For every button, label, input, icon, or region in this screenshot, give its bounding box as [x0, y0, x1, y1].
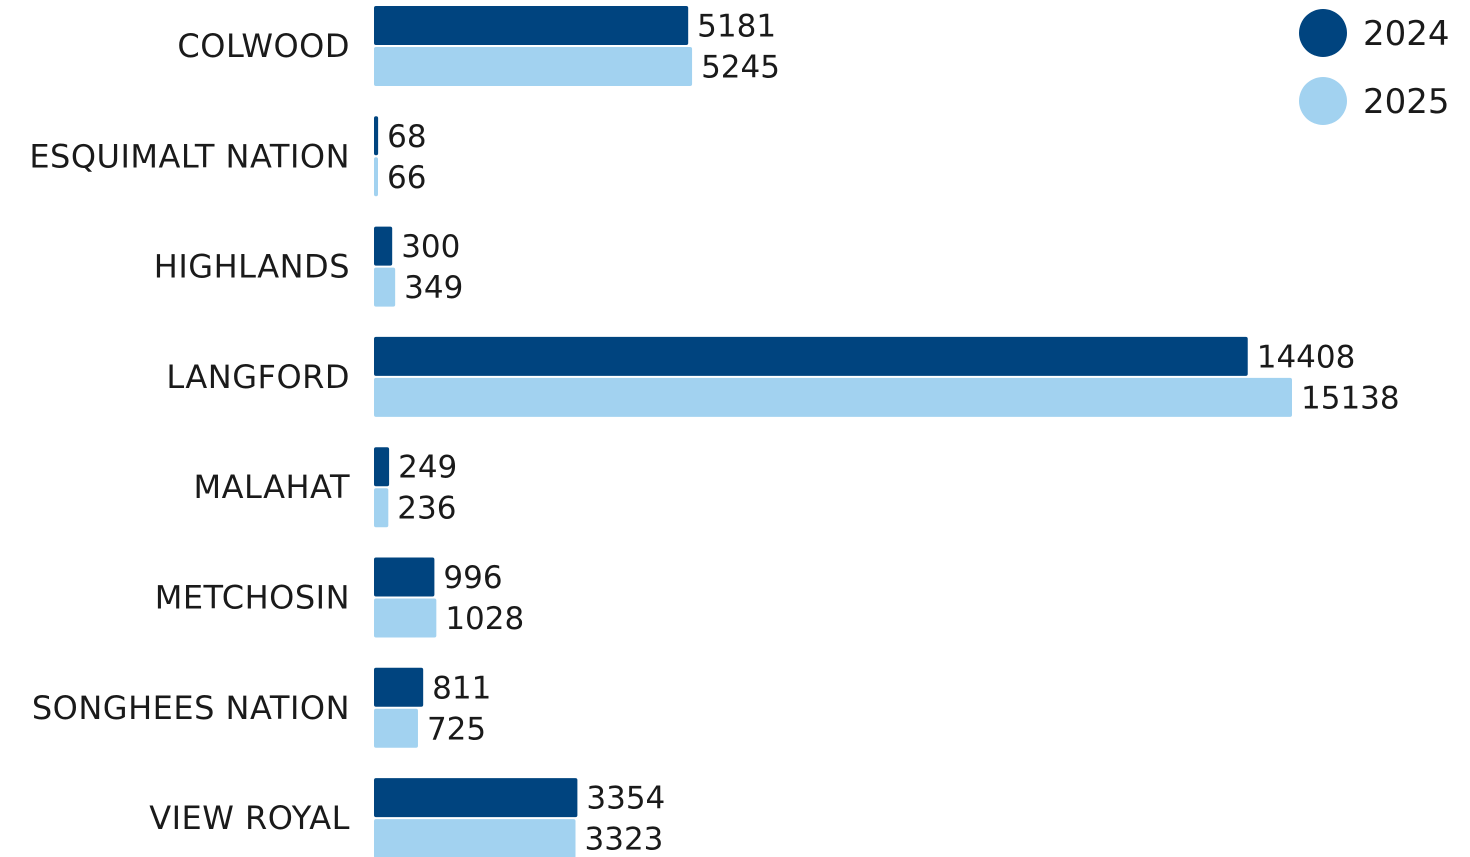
category-label-esquimalt-nation: ESQUIMALT NATION — [29, 137, 350, 175]
category-label-view-royal: VIEW ROYAL — [149, 799, 350, 837]
value-label-metchosin-2025: 1028 — [445, 601, 524, 637]
bar-highlands-2024 — [374, 226, 393, 266]
bar-metchosin-2025 — [374, 598, 437, 638]
category-label-malahat: MALAHAT — [194, 468, 350, 506]
category-label-songhees-nation: SONGHEES NATION — [32, 689, 350, 727]
bar-langford-2024 — [374, 336, 1248, 376]
category-label-langford: LANGFORD — [166, 358, 350, 396]
bar-songhees-nation-2025 — [374, 708, 418, 748]
value-label-langford-2025: 15138 — [1301, 380, 1400, 416]
bar-view-royal-2025 — [374, 819, 576, 857]
value-label-colwood-2025: 5245 — [701, 50, 780, 86]
value-label-colwood-2024: 5181 — [697, 9, 776, 45]
bar-esquimalt-nation-2025 — [374, 157, 379, 197]
value-label-malahat-2024: 249 — [398, 450, 457, 486]
value-label-highlands-2024: 300 — [401, 229, 460, 265]
labels-layer: COLWOOD 5181 5245 ESQUIMALT NATION 68 66 HIGHL… — [29, 9, 1399, 857]
value-label-malahat-2025: 236 — [397, 491, 456, 527]
value-label-esquimalt-nation-2024: 68 — [387, 119, 426, 155]
legend-label-2024: 2024 — [1363, 14, 1450, 54]
category-label-highlands: HIGHLANDS — [154, 248, 350, 286]
bar-malahat-2024 — [374, 447, 390, 487]
bar-songhees-nation-2024 — [374, 667, 424, 707]
value-label-highlands-2025: 349 — [404, 270, 463, 306]
bar-malahat-2025 — [374, 488, 389, 528]
bar-view-royal-2024 — [374, 778, 578, 818]
legend-label-2025: 2025 — [1363, 82, 1450, 122]
bar-esquimalt-nation-2024 — [374, 116, 379, 156]
bar-colwood-2025 — [374, 47, 693, 86]
legend-swatch-2024 — [1299, 9, 1347, 57]
value-label-songhees-nation-2024: 811 — [432, 670, 491, 706]
value-label-view-royal-2024: 3354 — [586, 781, 665, 817]
bar-langford-2025 — [374, 377, 1292, 417]
bar-colwood-2024 — [374, 6, 689, 45]
value-label-metchosin-2024: 996 — [443, 560, 502, 596]
bars-layer — [374, 6, 1292, 857]
value-label-songhees-nation-2025: 725 — [427, 711, 486, 747]
category-label-colwood: COLWOOD — [177, 27, 350, 65]
category-label-metchosin: METCHOSIN — [155, 579, 350, 617]
value-label-view-royal-2025: 3323 — [585, 822, 664, 857]
bar-metchosin-2024 — [374, 557, 435, 597]
value-label-esquimalt-nation-2025: 66 — [387, 160, 426, 196]
bar-highlands-2025 — [374, 267, 396, 307]
legend: 2024 2025 — [1299, 9, 1450, 125]
value-label-langford-2024: 14408 — [1257, 339, 1356, 375]
legend-swatch-2025 — [1299, 77, 1347, 125]
